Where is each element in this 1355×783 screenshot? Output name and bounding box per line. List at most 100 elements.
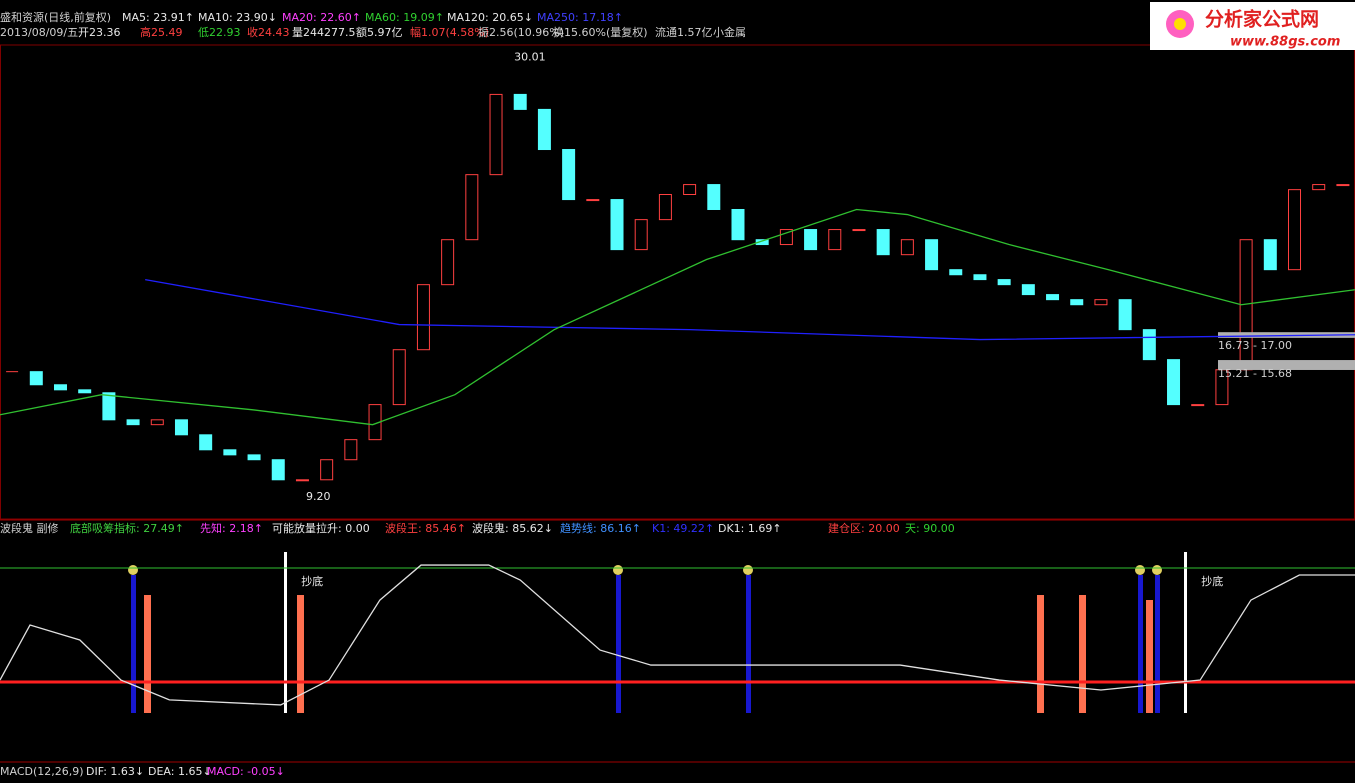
candle: [755, 239, 769, 246]
candle: [900, 239, 914, 256]
candle: [29, 371, 43, 386]
info-label: 2013/08/09/五: [0, 26, 78, 39]
candle: [707, 184, 721, 210]
candle: [804, 229, 818, 251]
candle: [876, 229, 890, 256]
macd-label: DIF: 1.63↓: [86, 765, 144, 778]
signal-bar: [1037, 595, 1044, 713]
annotation: 30.01: [514, 50, 546, 63]
zone: [1218, 360, 1355, 370]
candle: [562, 149, 576, 201]
signal-bar: [297, 595, 304, 713]
candle: [1336, 184, 1350, 187]
candle: [1021, 284, 1035, 296]
signal-bar: [1146, 600, 1153, 713]
logo-name: 分析家公式网: [1205, 8, 1319, 31]
logo: 分析家公式网 www.88gs.com: [1150, 2, 1355, 50]
macd-label: MACD: -0.05↓: [207, 765, 285, 778]
candle: [174, 419, 188, 436]
candle: [1070, 299, 1084, 306]
header-label: MA5: 23.91↑: [122, 11, 194, 24]
signal-bar: [1138, 575, 1143, 713]
info-label: 开23.36: [78, 26, 121, 39]
candle: [102, 392, 116, 421]
candle: [513, 93, 527, 110]
signal-bar: [746, 575, 751, 713]
candle: [973, 274, 987, 281]
indicator-label: 建仓区: 20.00: [828, 521, 900, 535]
macd-label: MACD(12,26,9): [0, 765, 84, 778]
candle: [247, 454, 261, 461]
coin-icon: [743, 565, 753, 575]
indicator-label: 趋势线: 86.16↑: [560, 521, 641, 535]
candle: [949, 269, 963, 276]
candle: [344, 439, 358, 461]
indicator-label: 可能放量拉升: 0.00: [272, 521, 370, 535]
candle: [610, 199, 624, 251]
line: [0, 208, 1355, 426]
candle: [828, 229, 842, 251]
signal-bar: [284, 552, 287, 713]
header-label: MA10: 23.90↓: [198, 11, 277, 24]
candle: [199, 434, 213, 451]
info-label: 换15.60%(量复权): [553, 25, 648, 39]
candle: [223, 449, 237, 456]
candle: [1288, 189, 1302, 271]
candle: [1142, 329, 1156, 361]
header-label: MA120: 20.65↓: [447, 11, 533, 24]
info-label: 额5.97亿: [356, 26, 403, 39]
candle: [320, 459, 334, 481]
signals: [128, 552, 1187, 713]
indicator-label: 波段王: 85.46↑: [385, 521, 466, 535]
candle: [683, 184, 697, 196]
candle: [489, 93, 503, 176]
candle: [1094, 299, 1108, 306]
candle: [852, 229, 866, 232]
indicator-label: DK1: 1.69↑: [718, 522, 782, 535]
coin-icon: [1152, 565, 1162, 575]
annotation: 抄底: [1201, 574, 1223, 588]
indicator-label: 天: 90.00: [905, 522, 955, 535]
annotation: 抄底: [301, 574, 323, 588]
candle: [925, 239, 939, 271]
candle: [416, 284, 430, 351]
candle: [1118, 299, 1132, 331]
coin-icon: [1135, 565, 1145, 575]
coin-icon: [613, 565, 623, 575]
info-label: 振2.56(10.96%): [478, 25, 564, 39]
candle: [392, 349, 406, 406]
info-label: 小金属: [713, 25, 746, 39]
candle: [634, 219, 648, 251]
zone-label: 16.73 - 17.00: [1218, 339, 1292, 352]
candle: [1167, 359, 1181, 406]
indicator-label: 波段鬼 副修: [0, 521, 59, 535]
candle: [537, 108, 551, 151]
candle: [271, 459, 285, 481]
signal-bar: [1079, 595, 1086, 713]
candle: [441, 239, 455, 286]
coin-icon: [128, 565, 138, 575]
header-label: 盛和资源(日线,前复权): [0, 10, 111, 24]
candle: [658, 194, 672, 221]
signal-bar: [1155, 575, 1160, 713]
header-label: MA60: 19.09↑: [365, 11, 444, 24]
info-label: 量244277.5: [292, 26, 356, 39]
candle: [295, 479, 309, 482]
candle: [1191, 404, 1205, 407]
macd-label: DEA: 1.65↓: [148, 765, 212, 778]
candle: [465, 174, 479, 241]
info-label: 流通1.57亿: [655, 25, 713, 39]
line: [0, 564, 1355, 706]
candle: [53, 384, 67, 391]
info-label: 收24.43: [247, 25, 290, 39]
signal-bar: [131, 575, 136, 713]
signal-bar: [144, 595, 151, 713]
annotation: 9.20: [306, 490, 331, 503]
candle: [1312, 184, 1326, 191]
info-label: 幅1.07(4.58%): [410, 26, 489, 39]
info-label: 低22.93: [198, 26, 241, 39]
logo-flower: [1174, 18, 1186, 30]
candle: [997, 279, 1011, 286]
indicator-label: 先知: 2.18↑: [200, 521, 263, 535]
